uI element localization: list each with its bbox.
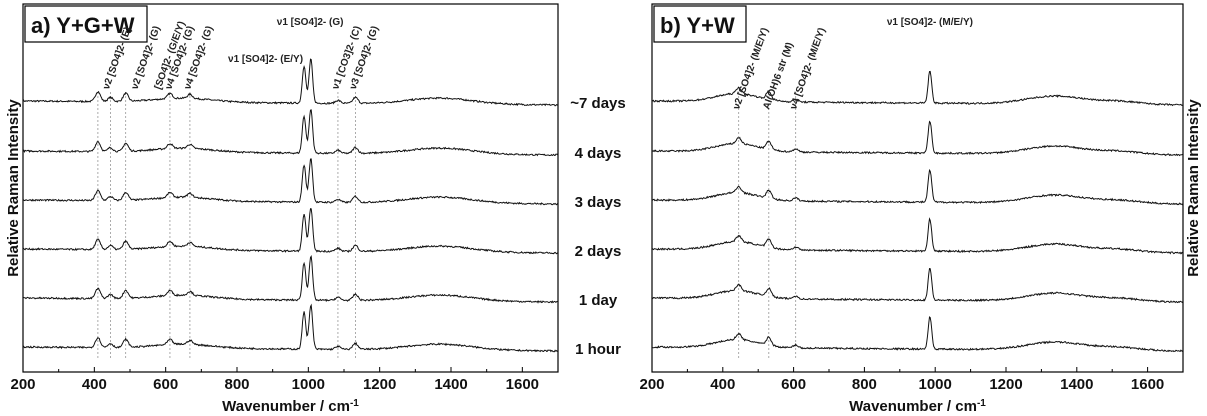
x-tick-label: 1200 [363,376,396,393]
panel-label-box [24,5,148,43]
panel-a: 200 400 600 800 1000 1200 1400 1600 Wavenumber /… [5,3,559,415]
x-tick-label: 600 [781,376,806,393]
peak-annotation: ν1 [SO4]2- (G) [277,17,344,28]
x-tick-label: 1400 [1060,376,1093,393]
x-tick-label: 200 [639,376,664,393]
spectrum-1-hour [651,316,1184,353]
panel-label: a) Y+G+W [31,13,135,38]
x-tick-label: 1600 [1131,376,1164,393]
panel-label-box [653,5,747,43]
spectrum-2-days [22,208,559,255]
time-label: 1 hour [575,341,621,358]
panel-b: 200 400 600 800 1000 1200 1400 1600 Wavenumber /… [639,3,1202,415]
x-tick-label: 200 [10,376,35,393]
x-tick-label: 1400 [434,376,467,393]
time-label: ~7 days [570,95,625,112]
x-tick-label: 400 [82,376,107,393]
spectrum-1-hour [22,303,559,353]
plot-frame [651,3,1184,373]
x-tick-label: 600 [153,376,178,393]
spectrum--7-days [651,70,1184,107]
x-axis-label: Wavenumber / cm-1 [222,398,359,415]
spectrum-2-days [651,217,1184,255]
y-axis-label: Relative Raman Intensity [1185,99,1202,277]
peak-annotation: ν1 [SO4]2- (M/E/Y) [887,17,973,28]
x-tick-label: 1000 [919,376,952,393]
time-labels: ~7 days 4 days 3 days 2 days 1 day 1 hour [570,95,625,358]
spectrum-1-day [22,255,559,304]
peak-annotation: ν1 [SO4]2- (E/Y) [228,54,303,65]
time-label: 3 days [575,194,622,211]
x-tick-label: 400 [710,376,735,393]
time-label: 4 days [575,145,622,162]
x-tick-label: 1000 [292,376,325,393]
x-tick-label: 800 [224,376,249,393]
spectrum-3-days [22,158,559,206]
x-axis-label: Wavenumber / cm-1 [849,398,986,415]
spectrum-4-days [22,109,559,157]
spectrum-3-days [651,168,1184,206]
x-tick-label: 1600 [506,376,539,393]
spectrum--7-days [22,58,559,107]
peak-annotation: ν4 [SO4]2- (M/E/Y) [788,26,828,111]
panel-label: b) Y+W [660,13,735,38]
spectrum-4-days [651,120,1184,157]
time-label: 2 days [575,243,622,260]
plot-frame [22,3,559,373]
x-tick-label: 1200 [989,376,1022,393]
y-axis-label: Relative Raman Intensity [5,99,22,277]
x-tick-label: 800 [852,376,877,393]
time-label: 1 day [579,292,618,309]
spectrum-1-day [651,268,1184,304]
